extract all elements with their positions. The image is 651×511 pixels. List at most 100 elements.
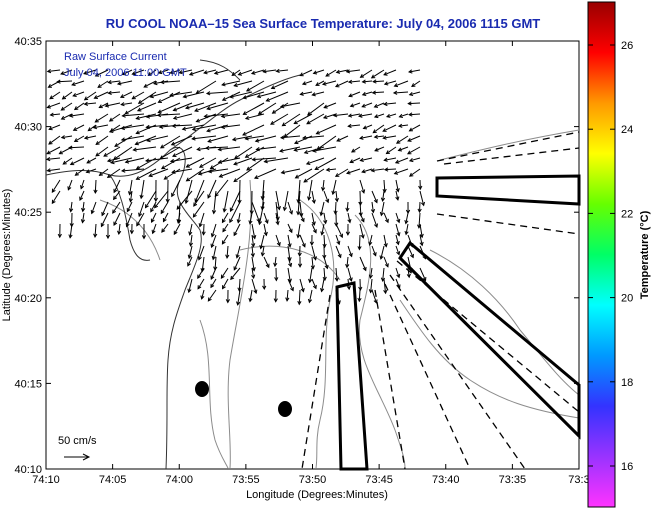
current-vector [242, 102, 265, 115]
colorbar-ticks: 26 24 22 20 18 16 [588, 40, 633, 473]
current-vector [419, 234, 424, 247]
current-vector [373, 102, 385, 108]
current-vector [45, 157, 61, 162]
current-vector [275, 234, 281, 247]
current-vector [121, 113, 145, 118]
current-vector [280, 168, 301, 175]
current-vector [222, 190, 229, 213]
current-vector [97, 80, 109, 88]
current-vector [311, 91, 325, 97]
current-vector [332, 113, 349, 118]
current-vector [368, 234, 373, 246]
y-tick-label: 40:30 [14, 122, 42, 134]
current-vector [184, 179, 193, 205]
y-tick-label: 40:20 [14, 293, 42, 305]
current-vector [359, 256, 367, 272]
current-vector [279, 135, 301, 140]
current-vector [408, 91, 421, 97]
current-vector [373, 113, 385, 119]
current-vector [361, 79, 373, 84]
current-vector [185, 157, 205, 168]
current-vector [371, 245, 377, 257]
current-vector [335, 234, 341, 246]
current-vector [126, 201, 133, 213]
x-tick-label: 73:55 [232, 474, 260, 486]
current-vector [211, 245, 217, 261]
y-tick-label: 40:15 [14, 378, 42, 390]
current-vector [119, 91, 133, 98]
y-tick-label: 40:25 [14, 207, 42, 219]
current-vector [103, 146, 121, 157]
current-vector [395, 179, 400, 193]
current-vector [275, 212, 280, 226]
sector-polygon-upper [435, 174, 581, 206]
x-tick-label: 73:35 [499, 474, 527, 486]
current-vector [293, 146, 313, 152]
current-vector [233, 256, 241, 271]
current-vector [370, 69, 385, 79]
current-vector [296, 223, 301, 239]
current-vector [160, 201, 169, 215]
current-vector [159, 80, 181, 85]
current-vector [56, 79, 73, 84]
current-vector [379, 201, 385, 217]
figure-title: RU COOL NOAA–15 Sea Surface Temperature:… [106, 16, 541, 31]
current-vector [187, 256, 193, 267]
current-vector [169, 157, 193, 164]
sector-polygon-diagonal [398, 240, 581, 440]
current-vector [108, 113, 121, 122]
current-vector [250, 69, 265, 75]
current-vector [334, 190, 339, 203]
current-vector [357, 234, 362, 251]
current-vector [301, 135, 325, 140]
current-vector [206, 124, 229, 133]
current-vector [131, 91, 145, 100]
current-vector [217, 157, 241, 164]
current-vector [253, 168, 277, 179]
current-vector [256, 91, 277, 99]
colorbar-tick-label: 22 [621, 208, 633, 220]
current-vector [237, 69, 253, 76]
current-vector [361, 91, 373, 96]
current-vector [265, 91, 289, 102]
current-vector [51, 190, 61, 205]
current-vector [297, 256, 303, 268]
current-vector [204, 145, 229, 151]
current-vector [163, 168, 181, 180]
current-vector [322, 234, 327, 249]
current-vector [383, 157, 397, 162]
current-vector [93, 179, 98, 194]
current-vector [67, 179, 73, 191]
colorbar: 26 24 22 20 18 16 Temperature (°C) [587, 1, 651, 508]
current-vector [46, 102, 61, 109]
current-vector [172, 102, 193, 112]
current-vector [132, 146, 157, 152]
current-vector [285, 289, 290, 302]
current-vector [60, 69, 73, 76]
current-vector [323, 212, 328, 225]
current-vector [74, 168, 85, 176]
current-vector [187, 245, 193, 260]
current-vector [383, 278, 388, 295]
current-vector [251, 267, 256, 280]
current-vector [279, 146, 301, 153]
current-vector [135, 113, 157, 121]
current-vector [207, 135, 229, 143]
current-vector [311, 223, 317, 234]
current-vector [287, 234, 292, 248]
current-vector [407, 245, 414, 259]
current-vector [136, 102, 157, 112]
current-vector [171, 123, 193, 128]
x-tick-label: 73:45 [365, 474, 393, 486]
current-vector [157, 91, 181, 104]
current-vector [321, 179, 326, 192]
current-vector [116, 80, 133, 86]
current-vector [79, 190, 85, 202]
site-marker-west [195, 381, 209, 397]
current-vector [211, 190, 217, 215]
current-vector [347, 79, 361, 84]
current-vector [312, 146, 337, 153]
current-vector [57, 223, 62, 239]
current-vector [349, 102, 361, 108]
current-vector [322, 113, 337, 120]
